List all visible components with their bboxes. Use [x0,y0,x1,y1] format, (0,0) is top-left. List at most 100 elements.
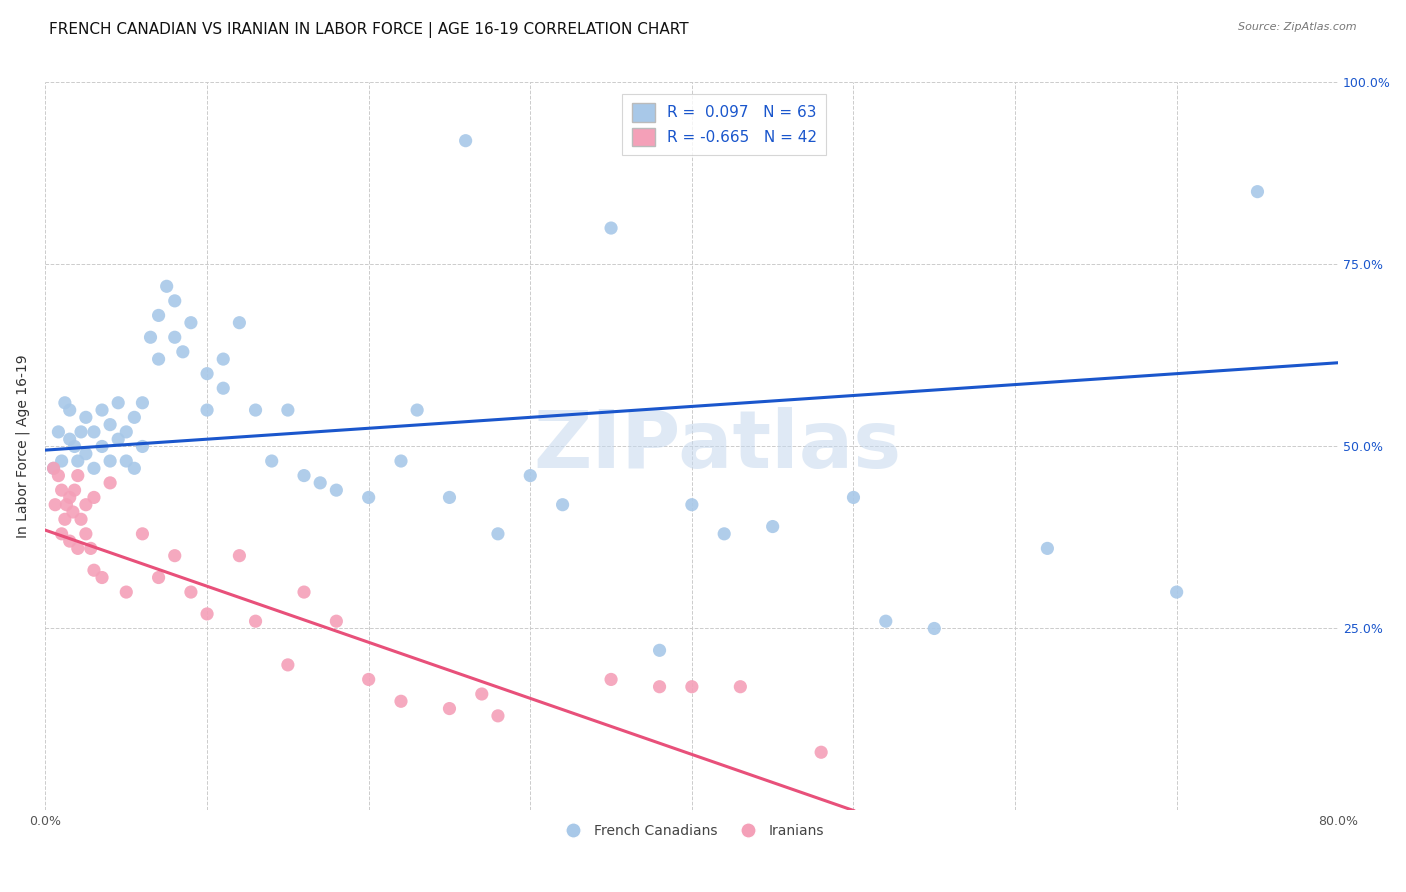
Point [163,293,186,308]
Point [83,425,105,439]
Point [62,505,84,519]
Point [55,498,77,512]
Point [762,519,785,533]
Text: Source: ZipAtlas.com: Source: ZipAtlas.com [1239,22,1357,32]
Point [195,367,218,381]
Point [70,512,93,526]
Point [172,344,194,359]
Point [681,498,703,512]
Point [156,279,179,293]
Point [75,498,97,512]
Point [486,709,509,723]
Point [124,461,146,475]
Point [292,468,315,483]
Point [309,475,332,490]
Point [131,526,153,541]
Point [260,454,283,468]
Point [70,425,93,439]
Point [277,403,299,417]
Text: ZIPatlas: ZIPatlas [534,408,901,485]
Point [83,461,105,475]
Point [277,657,299,672]
Point [66,468,89,483]
Point [357,673,380,687]
Point [1246,185,1268,199]
Point [228,549,250,563]
Point [107,396,129,410]
Point [681,680,703,694]
Point [59,432,82,446]
Point [66,541,89,556]
Point [406,403,429,417]
Y-axis label: In Labor Force | Age 16-19: In Labor Force | Age 16-19 [15,355,30,538]
Point [42,461,65,475]
Point [163,330,186,344]
Point [195,607,218,621]
Point [922,622,945,636]
Point [115,425,138,439]
Point [519,468,541,483]
Point [648,643,671,657]
Point [51,483,73,497]
Point [180,316,202,330]
Point [325,614,347,628]
Point [83,563,105,577]
Point [51,526,73,541]
Point [810,745,832,759]
Point [59,534,82,549]
Point [98,475,121,490]
Point [139,330,162,344]
Point [600,221,623,235]
Point [59,491,82,505]
Point [83,491,105,505]
Point [163,549,186,563]
Point [875,614,897,628]
Point [48,425,70,439]
Point [124,410,146,425]
Point [600,673,623,687]
Point [75,447,97,461]
Point [42,461,65,475]
Point [53,396,76,410]
Legend: French Canadians, Iranians: French Canadians, Iranians [554,819,830,844]
Point [51,454,73,468]
Point [91,403,114,417]
Point [439,491,461,505]
Point [75,410,97,425]
Point [180,585,202,599]
Point [107,432,129,446]
Point [75,526,97,541]
Point [131,440,153,454]
Point [98,417,121,432]
Point [131,396,153,410]
Point [648,680,671,694]
Point [212,352,235,367]
Point [115,454,138,468]
Point [212,381,235,395]
Point [148,570,170,584]
Point [148,309,170,323]
Point [228,316,250,330]
Point [91,570,114,584]
Point [245,614,267,628]
Point [439,701,461,715]
Point [59,403,82,417]
Point [1036,541,1059,556]
Point [195,403,218,417]
Text: FRENCH CANADIAN VS IRANIAN IN LABOR FORCE | AGE 16-19 CORRELATION CHART: FRENCH CANADIAN VS IRANIAN IN LABOR FORC… [49,22,689,38]
Point [245,403,267,417]
Point [730,680,752,694]
Point [148,352,170,367]
Point [66,454,89,468]
Point [292,585,315,599]
Point [486,526,509,541]
Point [842,491,865,505]
Point [1166,585,1188,599]
Point [389,694,412,708]
Point [63,440,86,454]
Point [115,585,138,599]
Point [713,526,735,541]
Point [48,468,70,483]
Point [357,491,380,505]
Point [325,483,347,497]
